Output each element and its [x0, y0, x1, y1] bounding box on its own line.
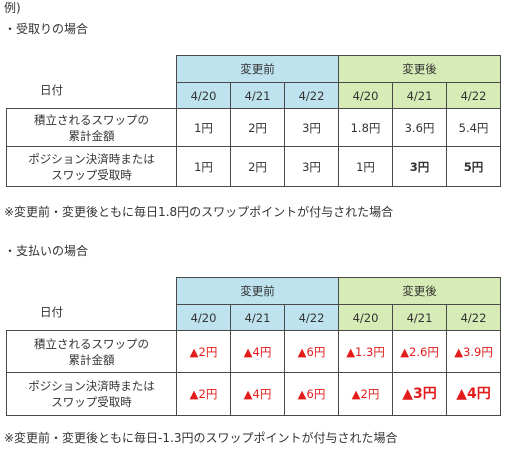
value-cell: 3円	[283, 108, 340, 147]
value-cell: 3.6円	[392, 108, 448, 147]
value-cell: ▲4円	[230, 372, 285, 416]
value-cell: ▲4円	[230, 330, 285, 373]
receive-table: 変更前 変更後 4/20 4/21 4/22 4/20 4/21 4/22 積立…	[6, 55, 502, 187]
date-cell: 4/22	[283, 304, 340, 331]
date-header-label: 日付	[40, 305, 63, 319]
table-row: ポジション決済時または スワップ受取時 ▲2円 ▲4円 ▲6円 ▲2円 ▲3円 ▲…	[6, 372, 502, 416]
date-cell: 4/22	[446, 82, 502, 109]
value-cell: ▲2円	[176, 330, 231, 373]
row-label: ポジション決済時または スワップ受取時	[6, 146, 177, 187]
receive-note: ※変更前・変更後ともに毎日1.8円のスワップポイントが付与された場合	[4, 205, 394, 219]
value-cell: 3円	[392, 146, 448, 187]
date-header-label: 日付	[40, 83, 63, 97]
value-cell: ▲2円	[338, 372, 394, 416]
date-cell: 4/21	[392, 82, 448, 109]
date-cell: 4/20	[338, 82, 394, 109]
after-change-header: 変更後	[338, 55, 502, 83]
value-cell: ▲6円	[283, 330, 340, 373]
row-label: ポジション決済時または スワップ受取時	[6, 372, 177, 416]
date-cell: 4/21	[230, 304, 285, 331]
value-cell: ▲3円	[392, 372, 448, 416]
pay-table: 変更前 変更後 4/20 4/21 4/22 4/20 4/21 4/22 積立…	[6, 277, 502, 416]
date-cell: 4/21	[230, 82, 285, 109]
example-label: 例)	[4, 1, 21, 15]
after-change-header: 変更後	[338, 277, 502, 305]
value-cell: 5.4円	[446, 108, 502, 147]
table-date-row: 4/20 4/21 4/22 4/20 4/21 4/22	[7, 304, 502, 331]
value-cell: ▲4円	[446, 372, 502, 416]
value-cell: 5円	[446, 146, 502, 187]
corner-cell	[6, 277, 177, 331]
table-header-row: 変更前 変更後	[6, 277, 502, 331]
value-cell: ▲6円	[283, 372, 340, 416]
table-row: 積立されるスワップの 累計金額 1円 2円 3円 1.8円 3.6円 5.4円	[6, 108, 502, 147]
value-cell: ▲2.6円	[392, 330, 448, 373]
receive-heading: ・受取りの場合	[4, 22, 89, 36]
row-label: 積立されるスワップの 累計金額	[6, 330, 177, 373]
table-header-row: 変更前 変更後	[6, 55, 502, 109]
date-cell: 4/20	[338, 304, 394, 331]
date-cell: 4/21	[392, 304, 448, 331]
table-row: ポジション決済時または スワップ受取時 1円 2円 3円 1円 3円 5円	[6, 146, 502, 187]
value-cell: ▲2円	[176, 372, 231, 416]
value-cell: 2円	[230, 146, 285, 187]
before-change-header: 変更前	[175, 55, 340, 83]
value-cell: 1.8円	[338, 108, 394, 147]
corner-cell	[6, 55, 177, 109]
value-cell: 1円	[176, 146, 231, 187]
date-cell: 4/20	[176, 82, 231, 109]
pay-note: ※変更前・変更後ともに毎日-1.3円のスワップポイントが付与された場合	[4, 431, 398, 445]
value-cell: 3円	[283, 146, 340, 187]
value-cell: 2円	[230, 108, 285, 147]
value-cell: ▲3.9円	[446, 330, 502, 373]
value-cell: 1円	[176, 108, 231, 147]
date-cell: 4/22	[446, 304, 502, 331]
date-cell: 4/20	[176, 304, 231, 331]
before-change-header: 変更前	[175, 277, 340, 305]
pay-heading: ・支払いの場合	[4, 244, 89, 258]
table-row: 積立されるスワップの 累計金額 ▲2円 ▲4円 ▲6円 ▲1.3円 ▲2.6円 ▲…	[6, 330, 502, 373]
table-date-row: 4/20 4/21 4/22 4/20 4/21 4/22	[7, 82, 502, 109]
value-cell: 1円	[338, 146, 394, 187]
date-cell: 4/22	[283, 82, 340, 109]
value-cell: ▲1.3円	[338, 330, 394, 373]
row-label: 積立されるスワップの 累計金額	[6, 108, 177, 147]
